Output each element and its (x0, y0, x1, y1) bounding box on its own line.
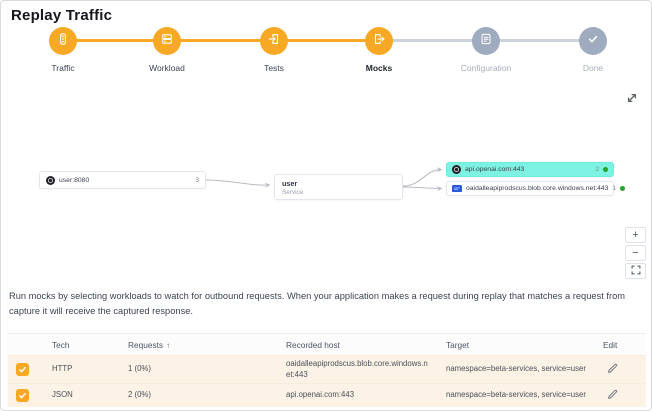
edit-mock-button[interactable] (595, 362, 618, 377)
azure-blob-icon (452, 184, 462, 193)
status-dot-green (603, 167, 608, 172)
cell-tech: HTTP (52, 364, 73, 374)
table-row: HTTP 1 (0%) oaidalleapiprodscus.blob.cor… (8, 355, 646, 384)
fit-view-button[interactable] (625, 263, 646, 279)
cell-recorded-host: oaidalleapiprodscus.blob.core.windows.ne… (286, 359, 428, 379)
node-label: user:8080 (59, 176, 90, 184)
header-edit: Edit (603, 339, 618, 350)
traffic-light-icon (56, 32, 70, 51)
step-workload[interactable] (153, 27, 181, 55)
check-icon (586, 32, 600, 51)
step-tests[interactable] (260, 27, 288, 55)
step-label-configuration: Configuration (460, 63, 512, 73)
minus-icon: − (632, 246, 639, 259)
service-name: user (282, 178, 298, 188)
step-traffic[interactable] (49, 27, 77, 55)
zoom-out-button[interactable]: − (625, 245, 646, 261)
cell-target: namespace=beta-services, service=user (446, 364, 586, 374)
openai-icon (46, 175, 55, 185)
header-tech: Tech (52, 339, 70, 350)
cell-requests: 2 (0%) (128, 390, 151, 400)
step-configuration[interactable] (472, 27, 500, 55)
expand-diagram-button[interactable] (620, 87, 644, 111)
node-label: oaidalleapiprodscus.blob.core.windows.ne… (466, 185, 609, 192)
cell-target: namespace=beta-services, service=user (446, 390, 586, 400)
table-header-row: Tech Requests ↑ Recorded host Target Edit (8, 334, 646, 355)
row-checkbox[interactable] (16, 363, 29, 377)
header-target: Target (446, 339, 470, 350)
node-user-service[interactable]: user Service (274, 174, 403, 200)
node-label: api.openai.com:443 (465, 166, 525, 173)
stepper-progress-line (63, 39, 379, 42)
mocks-table: Tech Requests ↑ Recorded host Target Edit… (8, 333, 646, 408)
page-title: Replay Traffic (11, 7, 113, 24)
step-label-workload: Workload (149, 63, 185, 73)
cell-requests: 1 (0%) (128, 364, 151, 374)
service-type: Service (282, 188, 304, 196)
pencil-icon (607, 362, 618, 377)
mocks-description: Run mocks by selecting workloads to watc… (9, 291, 625, 317)
expand-icon (624, 90, 640, 109)
server-icon (160, 32, 174, 51)
node-request-count: 1 (612, 185, 616, 192)
checkbox-check-icon (19, 392, 26, 399)
diagram-zoom-controls: + − (625, 227, 646, 279)
step-done[interactable] (579, 27, 607, 55)
node-api-openai[interactable]: api.openai.com:443 2 (446, 162, 614, 177)
logout-icon (372, 32, 386, 51)
table-row: JSON 2 (0%) api.openai.com:443 namespace… (8, 383, 646, 408)
plus-icon: + (632, 228, 639, 241)
row-checkbox[interactable] (16, 389, 29, 403)
checkbox-check-icon (19, 366, 26, 373)
status-dot-green (619, 186, 625, 191)
openai-icon (452, 165, 461, 174)
node-request-count: 3 (195, 176, 199, 184)
step-label-traffic: Traffic (51, 63, 75, 73)
zoom-in-button[interactable]: + (625, 227, 646, 243)
cell-tech: JSON (52, 390, 73, 400)
step-mocks[interactable] (365, 27, 393, 55)
header-recorded-host: Recorded host (286, 339, 340, 350)
step-label-done: Done (582, 63, 604, 73)
edit-mock-button[interactable] (595, 388, 618, 403)
node-azure-blob[interactable]: oaidalleapiprodscus.blob.core.windows.ne… (446, 181, 625, 196)
header-requests[interactable]: Requests ↑ (128, 339, 171, 350)
step-label-tests: Tests (264, 63, 284, 73)
login-icon (267, 32, 281, 51)
step-label-mocks: Mocks (365, 63, 393, 73)
pencil-icon (607, 388, 618, 403)
journal-icon (479, 32, 493, 51)
fit-view-icon (631, 265, 641, 278)
cell-recorded-host: api.openai.com:443 (286, 390, 355, 400)
node-request-count: 2 (595, 166, 599, 173)
node-user-8080[interactable]: user:8080 3 (39, 171, 206, 189)
sort-ascending-icon: ↑ (166, 340, 171, 350)
